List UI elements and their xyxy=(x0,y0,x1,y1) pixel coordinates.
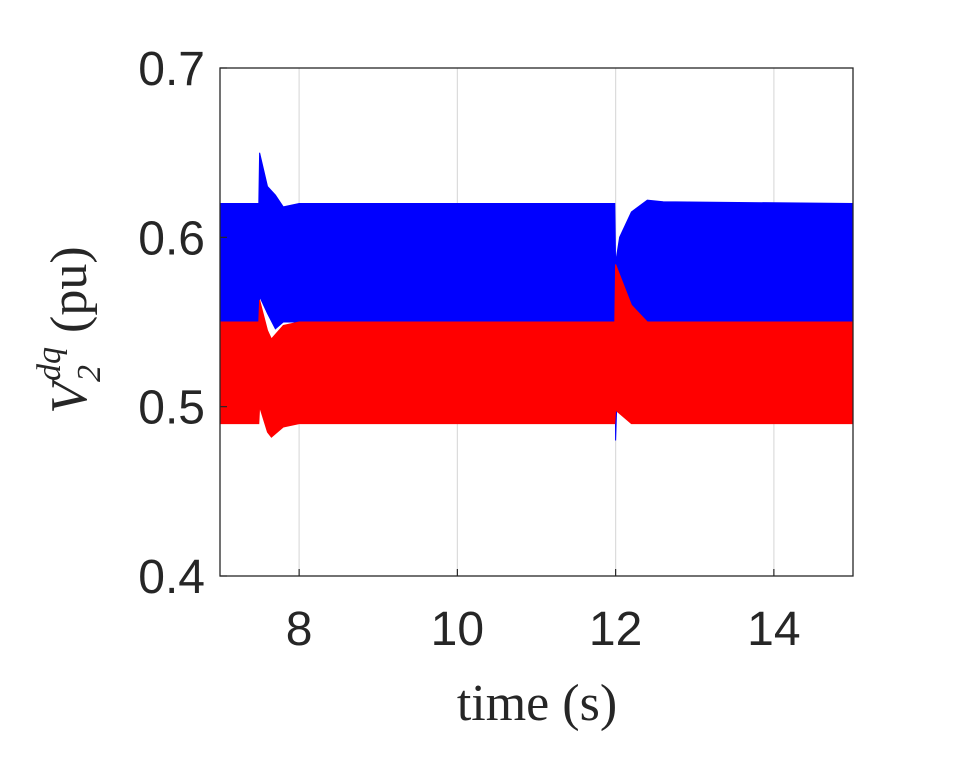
plot-area xyxy=(219,68,854,576)
x-axis-label: time (s) xyxy=(457,675,617,732)
y-label-base: V xyxy=(41,377,98,414)
x-tick-label: 14 xyxy=(747,603,800,656)
x-tick-label: 12 xyxy=(589,603,642,656)
y-tick-label: 0.7 xyxy=(138,43,205,96)
y-label-rest: (pu) xyxy=(41,246,98,333)
x-tick-label: 8 xyxy=(286,603,313,656)
x-tick-label: 10 xyxy=(431,603,484,656)
axes-box xyxy=(219,67,854,577)
y-tick-label: 0.4 xyxy=(138,551,205,604)
y-label-sub: 2 xyxy=(71,365,108,382)
y-label-sup: dq xyxy=(31,347,68,381)
y-tick-label: 0.6 xyxy=(138,212,205,265)
y-axis-label: V2dq (pu) xyxy=(31,246,108,413)
y-tick-label: 0.5 xyxy=(138,382,205,435)
